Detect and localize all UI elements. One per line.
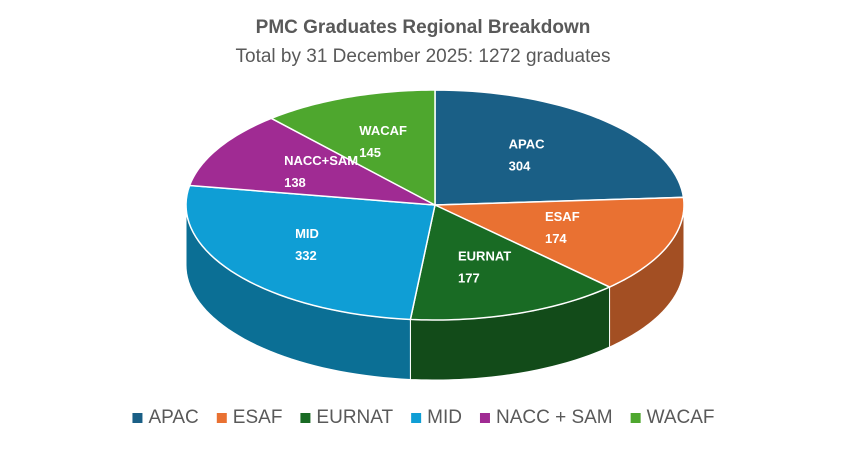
legend-label: MID	[427, 407, 462, 428]
pie-slice	[409, 203, 612, 321]
legend-label: ESAF	[233, 407, 283, 428]
legend: APAC ESAF EURNAT MID NACC + SAM WACAF	[132, 407, 715, 428]
pie-slice	[434, 89, 685, 206]
pie-slice	[434, 196, 685, 288]
legend-swatch	[300, 413, 311, 423]
data-label-name: WACAF	[359, 123, 407, 138]
data-label-value: 174	[545, 231, 567, 246]
legend-swatch	[132, 413, 143, 423]
pie-slice	[188, 117, 436, 206]
pie-slice	[185, 184, 436, 321]
data-label-name: EURNAT	[458, 248, 511, 263]
data-label-name: ESAF	[545, 209, 580, 224]
legend-label: APAC	[148, 407, 198, 428]
legend-swatch	[411, 413, 422, 423]
data-label-value: 145	[359, 145, 381, 160]
data-label-value: 332	[295, 248, 317, 263]
legend-label: EURNAT	[316, 407, 393, 428]
legend-label: NACC + SAM	[496, 407, 613, 428]
chart-title: PMC Graduates Regional Breakdown	[256, 17, 591, 38]
data-label-value: 177	[458, 270, 480, 285]
pie-slice	[269, 89, 436, 207]
data-label-name: NACC+SAM	[284, 153, 358, 168]
data-label-value: 304	[509, 159, 531, 174]
legend-swatch	[630, 413, 641, 423]
data-label-name: MID	[295, 226, 319, 241]
data-label-name: APAC	[509, 137, 545, 152]
legend-label: WACAF	[647, 407, 715, 428]
legend-swatch	[479, 413, 490, 423]
chart-subtitle: Total by 31 December 2025: 1272 graduate…	[236, 46, 611, 67]
data-label-value: 138	[284, 175, 306, 190]
legend-swatch	[216, 413, 227, 423]
